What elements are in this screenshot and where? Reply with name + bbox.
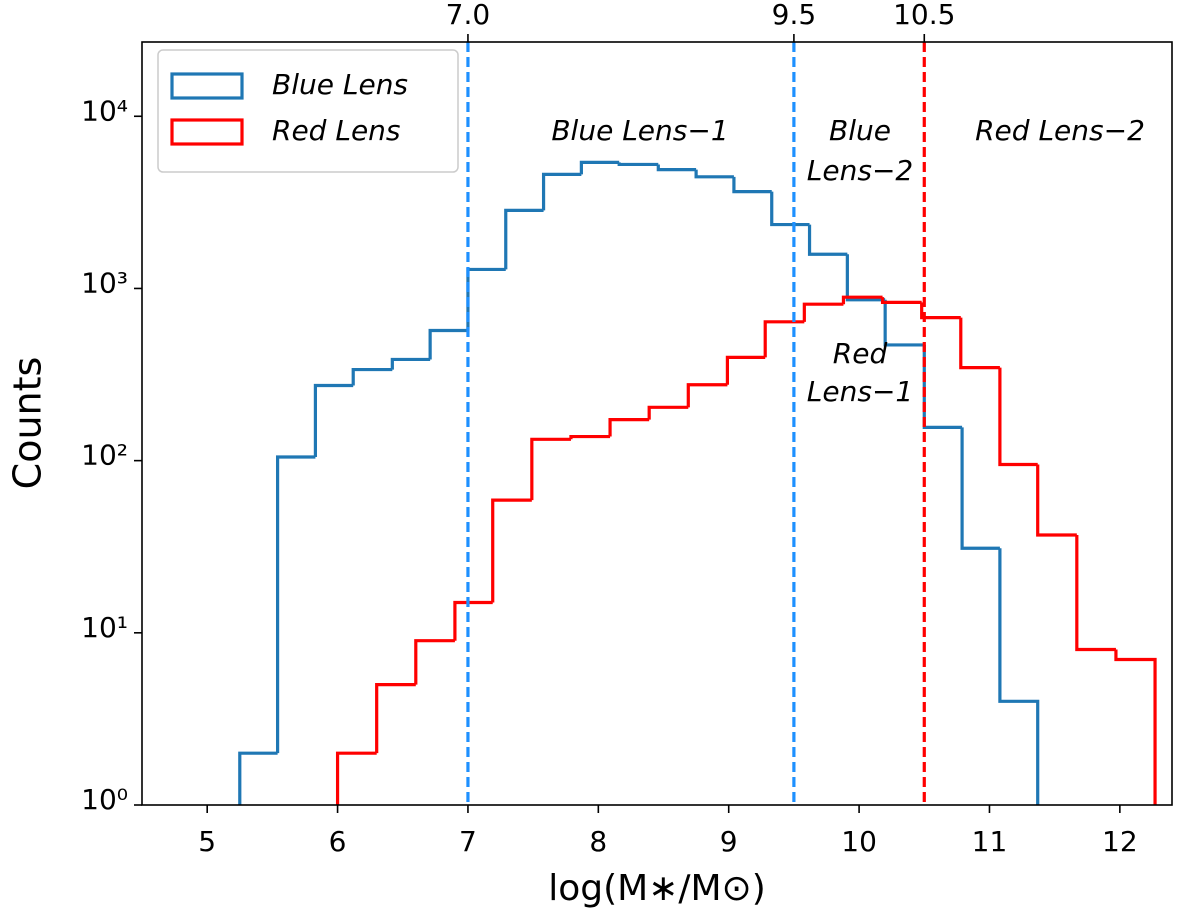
histogram-step <box>959 317 1000 370</box>
histogram-step <box>466 267 506 331</box>
histogram-step <box>541 172 582 211</box>
histogram-step <box>414 639 455 685</box>
histogram-step <box>998 367 1038 467</box>
histogram-step <box>802 302 844 322</box>
x-tick-label: 10 <box>841 825 877 858</box>
legend-swatch <box>170 72 244 100</box>
y-axis-label: Counts <box>6 357 50 490</box>
histogram-step <box>275 455 316 754</box>
annotation: Blue <box>829 114 891 147</box>
annotation: Blue Lens−1 <box>551 114 728 147</box>
x-tick-label: 12 <box>1102 825 1138 858</box>
histogram-step <box>694 169 734 179</box>
top-tick-label: 9.5 <box>772 0 817 31</box>
y-tick-label: 10⁴ <box>81 94 128 127</box>
annotation: Lens−1 <box>807 375 913 408</box>
histogram-step <box>1114 649 1157 805</box>
histogram-step <box>732 176 772 194</box>
histogram-step <box>880 297 922 304</box>
plot-frame <box>141 41 1173 806</box>
annotation: Red Lens−2 <box>975 114 1145 147</box>
y-tick-label: 10¹ <box>81 611 128 644</box>
histogram-step <box>763 320 805 358</box>
x-tick-label: 8 <box>589 825 607 858</box>
histogram-step <box>883 299 925 347</box>
histogram-step <box>725 355 766 385</box>
histogram-step <box>960 427 1000 550</box>
legend-label: Blue Lens <box>272 68 408 101</box>
histogram-step <box>579 160 620 175</box>
x-tick-label: 7 <box>459 825 477 858</box>
histogram-step <box>845 254 886 302</box>
histogram-step <box>922 344 963 429</box>
top-tick-label: 10.5 <box>893 0 955 31</box>
histogram-step <box>686 383 728 408</box>
histogram-step <box>998 548 1040 805</box>
plot <box>238 42 1157 805</box>
histogram-step <box>390 357 431 370</box>
histogram-step <box>807 224 848 256</box>
histogram-step <box>841 295 883 305</box>
x-axis-label: log(M∗/M⊙) <box>548 868 766 909</box>
histogram-step <box>313 383 354 457</box>
y-tick-label: 10³ <box>81 266 128 299</box>
histogram-step <box>453 600 493 641</box>
legend-box <box>157 49 459 173</box>
histogram-step <box>375 683 416 754</box>
histogram-step <box>617 162 659 167</box>
histogram-step <box>647 405 689 420</box>
histogram-step <box>1075 534 1116 652</box>
histogram-step <box>238 751 278 805</box>
x-tick-label: 5 <box>198 825 216 858</box>
histogram-step <box>1036 464 1077 537</box>
top-tick-label: 7.0 <box>446 0 491 31</box>
histogram-step <box>491 498 532 603</box>
x-tick-label: 6 <box>329 825 347 858</box>
annotation: Red <box>833 337 888 370</box>
histogram-step <box>530 437 571 501</box>
y-tick-label: 10² <box>81 439 128 472</box>
histogram-step <box>504 208 544 270</box>
histogram-step <box>351 367 393 386</box>
legend-label: Red Lens <box>272 114 401 147</box>
annotation: Lens−2 <box>807 154 913 187</box>
histogram-step <box>656 164 697 172</box>
histogram-step <box>428 328 468 360</box>
x-tick-label: 11 <box>972 825 1008 858</box>
histogram-step <box>569 434 611 440</box>
histogram-step <box>920 302 961 320</box>
histogram-step <box>608 418 650 437</box>
histogram-step <box>770 191 810 227</box>
y-tick-label: 10⁰ <box>81 783 128 816</box>
legend-swatch <box>170 118 244 146</box>
x-tick-label: 9 <box>720 825 738 858</box>
histogram-step <box>335 751 377 805</box>
